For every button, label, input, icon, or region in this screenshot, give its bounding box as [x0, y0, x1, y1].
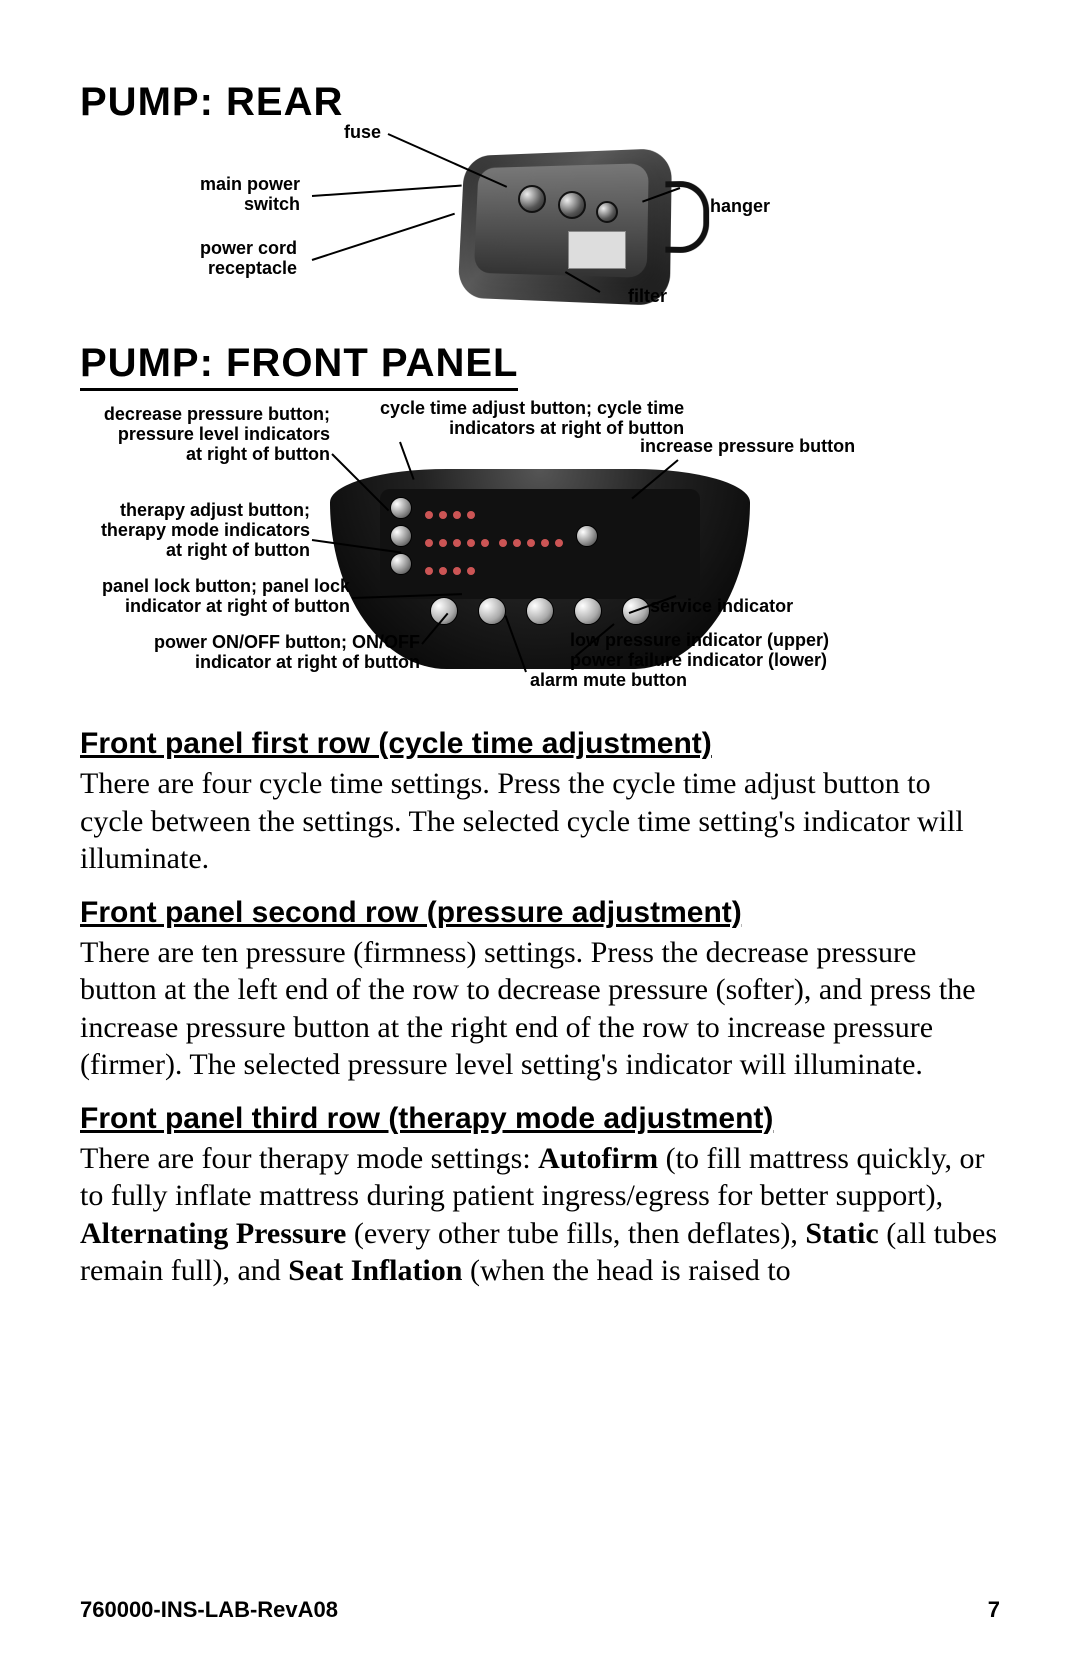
callout-text: indicators at right of button [449, 418, 684, 438]
callout-text: power cord [200, 238, 297, 258]
callout-text: indicator at right of button [195, 652, 420, 672]
callout-text: main power [200, 174, 300, 194]
page: PUMP: REAR fuse main power switch power … [0, 0, 1080, 1669]
callout-increase-pressure: increase pressure button [640, 437, 855, 457]
callout-therapy-adjust: therapy adjust button; therapy mode indi… [50, 501, 310, 560]
paragraph-row3: There are four therapy mode settings: Au… [80, 1140, 1000, 1290]
callout-main-power-switch: main power switch [200, 175, 300, 215]
callout-hanger: hanger [710, 197, 770, 217]
bold-seat-inflation: Seat Inflation [288, 1254, 462, 1287]
callout-fuse: fuse [344, 123, 381, 143]
bold-static: Static [805, 1217, 878, 1250]
callout-text: low pressure indicator (upper) [570, 630, 829, 650]
callout-text: at right of button [166, 540, 310, 560]
text: (every other tube fills, then deflates), [346, 1217, 805, 1250]
callout-low-pressure-power-failure: low pressure indicator (upper) power fai… [570, 631, 829, 671]
callout-alarm-mute: alarm mute button [530, 671, 687, 691]
callout-text: therapy mode indicators [101, 520, 310, 540]
paragraph-row1: There are four cycle time settings. Pres… [80, 765, 1000, 878]
callout-service-indicator: service indicator [650, 597, 793, 617]
page-footer: 760000-INS-LAB-RevA08 7 [80, 1597, 1000, 1623]
callout-power-cord-receptacle: power cord receptacle [200, 239, 297, 279]
callout-text: therapy adjust button; [120, 500, 310, 520]
callout-text: receptacle [208, 258, 297, 278]
section-title-front: PUMP: FRONT PANEL [80, 341, 518, 391]
bold-autofirm: Autofirm [538, 1142, 658, 1175]
subheading-row1: Front panel first row (cycle time adjust… [80, 727, 1000, 761]
callout-cycle-time: cycle time adjust button; cycle time ind… [380, 399, 684, 439]
callout-text: power ON/OFF button; ON/OFF [154, 632, 420, 652]
paragraph-row2: There are ten pressure (firmness) settin… [80, 934, 1000, 1084]
callout-text: indicator at right of button [125, 596, 350, 616]
text: (when the head is raised to [462, 1254, 790, 1287]
diagram-pump-rear: fuse main power switch power cord recept… [80, 131, 1000, 341]
callout-text: cycle time adjust button; cycle time [380, 398, 684, 418]
page-number: 7 [988, 1597, 1000, 1623]
subheading-row3: Front panel third row (therapy mode adju… [80, 1102, 1000, 1136]
callout-panel-lock: panel lock button; panel lock indicator … [50, 577, 350, 617]
doc-id: 760000-INS-LAB-RevA08 [80, 1597, 338, 1623]
subheading-row2: Front panel second row (pressure adjustm… [80, 896, 1000, 930]
text: There are four therapy mode settings: [80, 1142, 538, 1175]
callout-text: decrease pressure button; [104, 404, 330, 424]
callout-text: pressure level indicators [118, 424, 330, 444]
callout-decrease-pressure: decrease pressure button; pressure level… [70, 405, 330, 464]
callout-power-onoff: power ON/OFF button; ON/OFF indicator at… [120, 633, 420, 673]
bold-alternating-pressure: Alternating Pressure [80, 1217, 346, 1250]
callout-text: switch [244, 194, 300, 214]
callout-text: at right of button [186, 444, 330, 464]
callout-text: panel lock button; panel lock [102, 576, 350, 596]
section-title-rear: PUMP: REAR [80, 80, 1000, 125]
callout-filter: filter [628, 287, 667, 307]
callout-text: power failure indicator (lower) [570, 650, 827, 670]
diagram-pump-front: decrease pressure button; pressure level… [80, 409, 1000, 709]
